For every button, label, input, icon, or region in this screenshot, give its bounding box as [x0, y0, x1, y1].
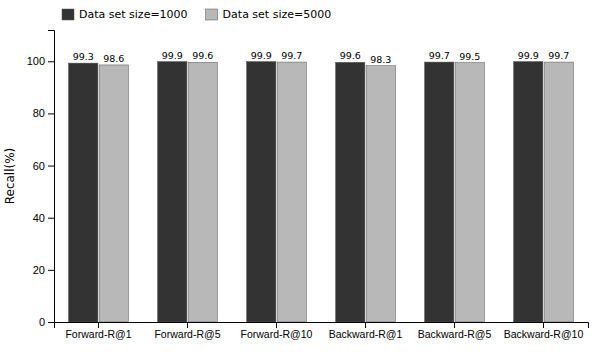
x-tick-mark [454, 322, 455, 328]
legend-swatch [206, 9, 218, 20]
y-tick-mark [48, 113, 54, 114]
bar [277, 62, 306, 322]
y-tick: 40 [33, 212, 54, 224]
y-tick: 100 [27, 55, 54, 67]
data-label: 99.9 [518, 50, 539, 61]
data-label: 98.3 [370, 54, 391, 65]
y-tick-mark [48, 61, 54, 62]
y-tick-mark [48, 218, 54, 219]
x-axis: Forward-R@1 Forward-R@5 Forward-R@10 Backwa… [55, 322, 589, 340]
y-tick: 60 [33, 160, 54, 172]
legend-label: Data set size=5000 [223, 8, 332, 21]
y-tick: 0 [39, 316, 54, 328]
bar [247, 62, 276, 322]
bar [188, 62, 217, 322]
bar [69, 63, 98, 322]
legend-swatch [62, 9, 74, 20]
y-tick-label: 100 [27, 55, 45, 67]
x-tick: Backward-R@5 [418, 322, 492, 340]
x-tick: Backward-R@10 [504, 322, 584, 340]
x-tick-mark [543, 322, 544, 328]
plot: 020406080100Forward-R@1Forward-R@5Forwar… [3, 31, 589, 341]
x-axis-line [55, 323, 589, 329]
y-tick-label: 0 [39, 316, 45, 328]
x-tick-mark [276, 322, 277, 328]
y-tick-label: 60 [33, 160, 45, 172]
x-tick-label: Backward-R@5 [418, 328, 492, 340]
data-label: 99.7 [548, 50, 569, 61]
x-tick-label: Forward-R@1 [65, 328, 131, 340]
legend-item: Data set size=5000 [206, 8, 332, 21]
legend-item: Data set size=1000 [62, 8, 188, 21]
chart: 020406080100Forward-R@1Forward-R@5Forwar… [0, 0, 600, 352]
y-tick-mark [48, 166, 54, 167]
data-label: 99.6 [340, 50, 361, 61]
x-tick-label: Backward-R@10 [504, 328, 584, 340]
data-labels: 99.3 99.9 99.9 99.6 99.7 99.9 98.6 99.6 99.7 98.3… [73, 50, 570, 65]
y-tick-mark [48, 322, 54, 323]
y-tick-label: 80 [33, 107, 45, 119]
x-tick: Forward-R@5 [154, 322, 220, 340]
x-tick: Forward-R@10 [241, 322, 313, 340]
x-tick-label: Backward-R@1 [329, 328, 403, 340]
data-label: 99.9 [162, 50, 183, 61]
legend-label: Data set size=1000 [79, 8, 188, 21]
y-axis: 0 20 40 60 80 100 [27, 31, 55, 329]
x-tick: Forward-R@1 [65, 322, 131, 340]
x-tick-mark [98, 322, 99, 328]
data-label: 99.5 [459, 51, 480, 62]
y-axis-title: Recall(%) [3, 148, 17, 205]
x-tick-mark [365, 322, 366, 328]
x-tick: Backward-R@1 [329, 322, 403, 340]
y-tick-label: 40 [33, 212, 45, 224]
bar [99, 65, 128, 322]
data-label: 99.6 [192, 50, 213, 61]
y-tick-mark [48, 270, 54, 271]
bars [69, 62, 574, 322]
data-label: 99.3 [73, 51, 94, 62]
bar [544, 62, 573, 322]
x-tick-label: Forward-R@5 [154, 328, 220, 340]
y-axis-line [48, 31, 55, 323]
bar [425, 62, 454, 322]
y-tick: 80 [33, 107, 54, 119]
x-tick-mark [187, 322, 188, 328]
data-label: 99.7 [281, 50, 302, 61]
y-tick: 20 [33, 264, 54, 276]
bar [455, 63, 484, 322]
x-tick-label: Forward-R@10 [241, 328, 313, 340]
legend: Data set size=1000 Data set size=5000 [62, 8, 331, 21]
data-label: 99.7 [429, 50, 450, 61]
bar [336, 62, 365, 322]
data-label: 98.6 [103, 53, 124, 64]
bar [158, 62, 187, 322]
bar [514, 62, 543, 322]
y-tick-label: 20 [33, 264, 45, 276]
data-label: 99.9 [251, 50, 272, 61]
bar [366, 66, 395, 322]
